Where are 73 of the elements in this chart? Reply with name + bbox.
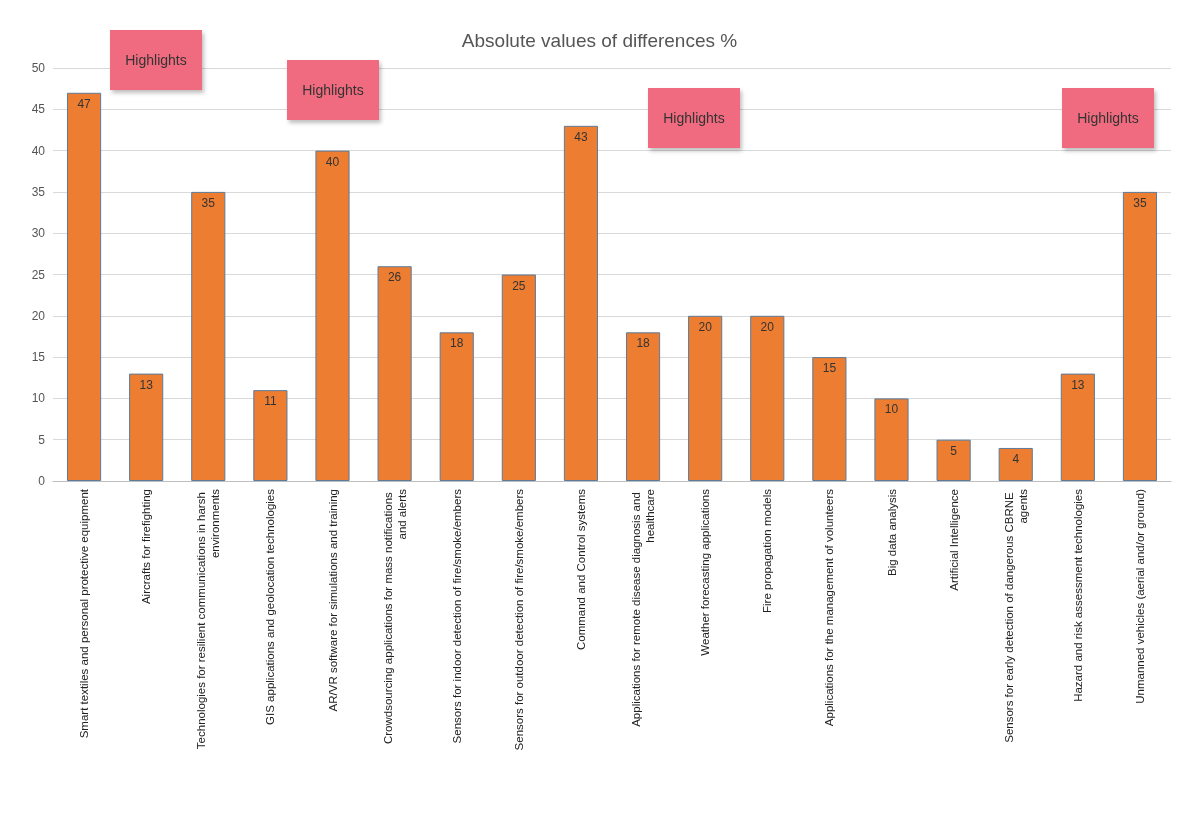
data-label: 11 xyxy=(264,394,277,409)
data-label: 20 xyxy=(760,319,775,334)
x-tick-label: Weather forecasting applications xyxy=(699,488,712,656)
data-label: 18 xyxy=(450,336,464,351)
y-tick-label: 20 xyxy=(31,308,46,323)
y-tick-label: 30 xyxy=(31,226,46,241)
bar xyxy=(688,315,723,481)
data-label: 10 xyxy=(884,402,899,417)
bar xyxy=(253,390,288,481)
sticky-note: Highlights xyxy=(648,88,740,148)
bar xyxy=(439,332,474,481)
x-tick-label: Sensors for outdoor detection of fire/smoke/embers xyxy=(512,488,525,751)
bar xyxy=(66,92,102,481)
x-tick-label: Applications for the management of volunteers xyxy=(823,488,836,727)
x-tick-label: Applications for remote disease diagnosis and healthcare xyxy=(630,489,657,727)
x-tick-label: Big data analysis xyxy=(885,488,898,576)
x-tick-label: Technologies for resilient communications in harsh environments xyxy=(195,488,222,750)
data-label: 26 xyxy=(387,270,402,285)
chart-title: Absolute values of differences % xyxy=(461,30,738,51)
data-label: 35 xyxy=(201,195,216,210)
x-tick-label: Command and Control systems xyxy=(574,488,587,651)
bar xyxy=(936,439,971,481)
bar xyxy=(625,332,661,481)
x-tick-label: Fire propagation models xyxy=(761,488,774,614)
y-tick-label: 45 xyxy=(31,102,46,117)
bar xyxy=(750,315,785,481)
data-label: 5 xyxy=(950,443,958,458)
bar xyxy=(377,266,412,481)
bar xyxy=(998,447,1033,481)
x-tick-label: Unmanned vehicles (aerial and/or ground) xyxy=(1133,488,1146,704)
data-label: 47 xyxy=(77,96,92,111)
data-label: 18 xyxy=(636,336,651,351)
bar xyxy=(501,274,536,481)
x-tick-label: Aircrafts for firefighting xyxy=(140,489,153,605)
x-tick-label: Sensors for early detection of dangerous CBRNE agents xyxy=(1002,488,1029,743)
y-tick-label: 35 xyxy=(31,184,46,199)
x-tick-label: Smart textiles and personal protective equipment xyxy=(78,488,91,739)
sticky-note: Highlights xyxy=(110,30,202,90)
x-tick-label: AR/VR software for simulations and training xyxy=(326,489,339,712)
data-label: 35 xyxy=(1133,195,1147,210)
x-tick-label: Artificial Intelligence xyxy=(947,489,960,591)
bar xyxy=(1060,373,1095,481)
y-tick-label: 0 xyxy=(38,474,46,488)
sticky-note: Highlights xyxy=(287,60,379,120)
data-label: 13 xyxy=(1071,377,1085,392)
x-tick-label: GIS applications and geolocation technologies xyxy=(264,488,277,725)
annotation: Highlights xyxy=(1077,110,1139,126)
sticky-note: Highlights xyxy=(1062,88,1154,148)
y-tick-label: 15 xyxy=(31,350,46,365)
data-label: 25 xyxy=(512,278,526,293)
x-tick-label: Crowdsourcing applications for mass notifications and alerts xyxy=(381,488,408,745)
data-label: 20 xyxy=(698,319,713,334)
data-label: 15 xyxy=(822,361,837,376)
bar xyxy=(563,125,599,481)
y-tick-label: 10 xyxy=(31,391,46,406)
bar xyxy=(191,191,226,481)
data-label: 40 xyxy=(325,154,340,169)
annotation: Highlights xyxy=(302,82,364,98)
y-tick-label: 25 xyxy=(31,267,46,282)
bar xyxy=(874,398,909,481)
data-label: 43 xyxy=(574,129,588,144)
y-tick-label: 5 xyxy=(38,432,46,447)
annotation: Highlights xyxy=(663,110,725,126)
y-tick-label: 50 xyxy=(31,61,46,75)
x-tick-label: Hazard and risk assessment technologies xyxy=(1071,488,1084,702)
bar xyxy=(1122,191,1158,481)
bar xyxy=(812,357,847,481)
y-tick-label: 40 xyxy=(31,143,46,158)
data-label: 4 xyxy=(1012,451,1020,466)
x-tick-label: Sensors for indoor detection of fire/smoke/embers xyxy=(450,488,463,744)
bar xyxy=(129,373,164,481)
data-label: 13 xyxy=(139,377,154,392)
bar xyxy=(315,150,350,481)
